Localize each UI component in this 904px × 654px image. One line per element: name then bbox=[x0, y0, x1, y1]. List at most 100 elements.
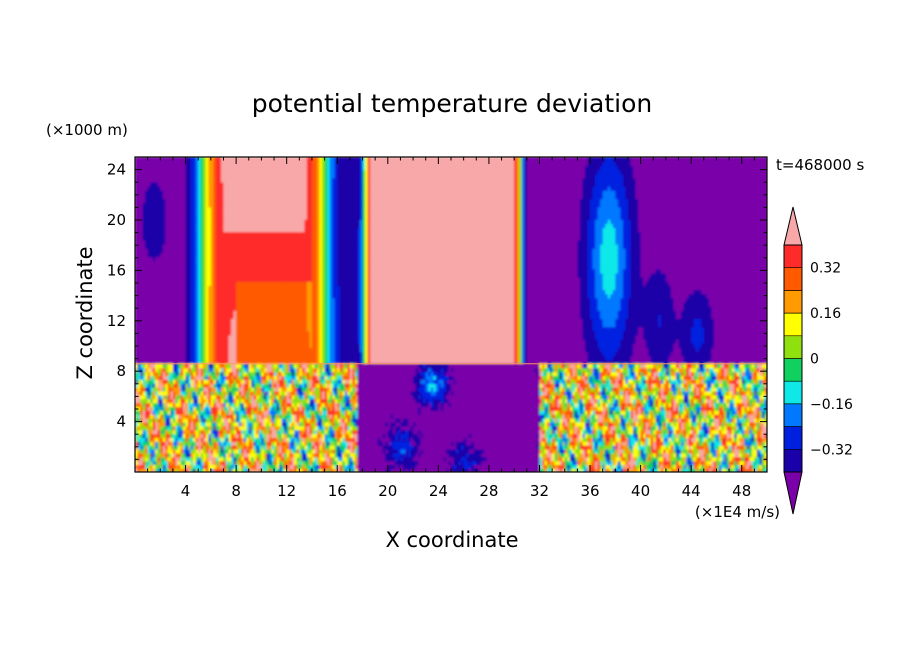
heatmap-cell bbox=[731, 334, 735, 340]
heatmap-cell bbox=[653, 309, 657, 315]
y-units-label: (×1000 m) bbox=[46, 121, 128, 139]
heatmap-cell bbox=[620, 309, 624, 315]
heatmap-cell bbox=[440, 355, 445, 361]
heatmap-cell bbox=[567, 334, 571, 340]
heatmap-cell bbox=[678, 305, 682, 311]
heatmap-cell bbox=[402, 289, 407, 295]
heatmap-cell bbox=[468, 351, 473, 357]
heatmap-cell bbox=[195, 355, 199, 361]
heatmap-cell bbox=[673, 338, 677, 344]
heatmap-cell bbox=[703, 334, 708, 340]
heatmap-cell bbox=[425, 314, 430, 319]
heatmap-cell bbox=[635, 293, 639, 299]
heatmap-cell bbox=[266, 326, 270, 332]
heatmap-cell bbox=[443, 351, 447, 357]
heatmap-cell bbox=[605, 338, 609, 344]
heatmap-cell bbox=[655, 322, 660, 328]
heatmap-cell bbox=[744, 309, 748, 315]
heatmap-cell bbox=[185, 322, 189, 328]
heatmap-cell bbox=[605, 359, 609, 365]
heatmap-cell bbox=[658, 309, 662, 315]
heatmap-cell bbox=[185, 347, 189, 353]
heatmap-cell bbox=[650, 355, 655, 361]
heatmap-cell bbox=[726, 326, 730, 332]
heatmap-cell bbox=[696, 359, 700, 365]
heatmap-cell bbox=[208, 309, 212, 315]
heatmap-cell bbox=[236, 293, 240, 299]
heatmap-cell bbox=[721, 326, 725, 332]
heatmap-cell bbox=[387, 334, 392, 340]
heatmap-cell bbox=[266, 330, 270, 336]
heatmap-cell bbox=[334, 342, 339, 348]
heatmap-cell bbox=[749, 322, 753, 328]
heatmap-cell bbox=[296, 347, 301, 353]
heatmap-cell bbox=[458, 293, 462, 299]
heatmap-cell bbox=[344, 347, 349, 353]
heatmap-cell bbox=[344, 330, 349, 336]
heatmap-cell bbox=[567, 342, 571, 348]
heatmap-cell bbox=[749, 326, 753, 332]
heatmap-cell bbox=[746, 334, 751, 340]
heatmap-cell bbox=[152, 305, 157, 311]
heatmap-cell bbox=[299, 305, 303, 311]
heatmap-cell bbox=[284, 305, 288, 311]
heatmap-cell bbox=[152, 309, 157, 315]
heatmap-cell bbox=[461, 297, 465, 303]
heatmap-cell bbox=[410, 318, 414, 324]
heatmap-cell bbox=[496, 305, 500, 311]
heatmap-cell bbox=[367, 289, 371, 295]
heatmap-cell bbox=[425, 293, 430, 299]
heatmap-cell bbox=[253, 342, 258, 348]
heatmap-cell bbox=[584, 334, 589, 340]
heatmap-cell bbox=[380, 342, 384, 348]
heatmap-cell bbox=[574, 342, 579, 348]
heatmap-cell bbox=[152, 338, 157, 344]
heatmap-cell bbox=[306, 355, 311, 361]
heatmap-cell bbox=[372, 351, 376, 357]
heatmap-cell bbox=[686, 359, 690, 365]
heatmap-cell bbox=[339, 351, 344, 357]
heatmap-cell bbox=[413, 322, 417, 328]
heatmap-cell bbox=[410, 334, 414, 340]
heatmap-cell bbox=[542, 318, 546, 324]
heatmap-cell bbox=[372, 342, 376, 348]
heatmap-cell bbox=[511, 309, 515, 315]
heatmap-cell bbox=[226, 334, 230, 340]
heatmap-cell bbox=[567, 355, 571, 361]
heatmap-cell bbox=[327, 297, 331, 303]
heatmap-cell bbox=[572, 342, 576, 348]
heatmap-cell bbox=[453, 289, 457, 295]
heatmap-cell bbox=[332, 289, 336, 295]
heatmap-cell bbox=[418, 355, 422, 361]
heatmap-cell bbox=[402, 351, 407, 357]
heatmap-cell bbox=[633, 305, 637, 311]
heatmap-cell bbox=[392, 359, 397, 365]
heatmap-cell bbox=[499, 330, 503, 336]
heatmap-cell bbox=[653, 347, 657, 353]
heatmap-cell bbox=[362, 330, 366, 336]
heatmap-cell bbox=[231, 289, 235, 295]
heatmap-cell bbox=[309, 326, 313, 332]
heatmap-cell bbox=[708, 326, 713, 332]
heatmap-cell bbox=[342, 314, 346, 319]
heatmap-cell bbox=[665, 347, 670, 353]
heatmap-cell bbox=[615, 359, 619, 365]
heatmap-cell bbox=[643, 338, 647, 344]
heatmap-cell bbox=[175, 322, 179, 328]
heatmap-cell bbox=[311, 342, 316, 348]
heatmap-cell bbox=[539, 297, 543, 303]
heatmap-cell bbox=[317, 326, 321, 332]
heatmap-cell bbox=[289, 351, 293, 357]
heatmap-cell bbox=[256, 309, 260, 315]
heatmap-cell bbox=[456, 326, 460, 332]
heatmap-cell bbox=[633, 326, 637, 332]
heatmap-cell bbox=[306, 334, 311, 340]
heatmap-cell bbox=[686, 338, 690, 344]
heatmap-cell bbox=[615, 351, 619, 357]
heatmap-cell bbox=[544, 351, 548, 357]
heatmap-cell bbox=[524, 347, 528, 353]
heatmap-cell bbox=[241, 351, 245, 357]
heatmap-cell bbox=[478, 322, 483, 328]
heatmap-cell bbox=[392, 289, 397, 295]
heatmap-cell bbox=[458, 289, 462, 295]
